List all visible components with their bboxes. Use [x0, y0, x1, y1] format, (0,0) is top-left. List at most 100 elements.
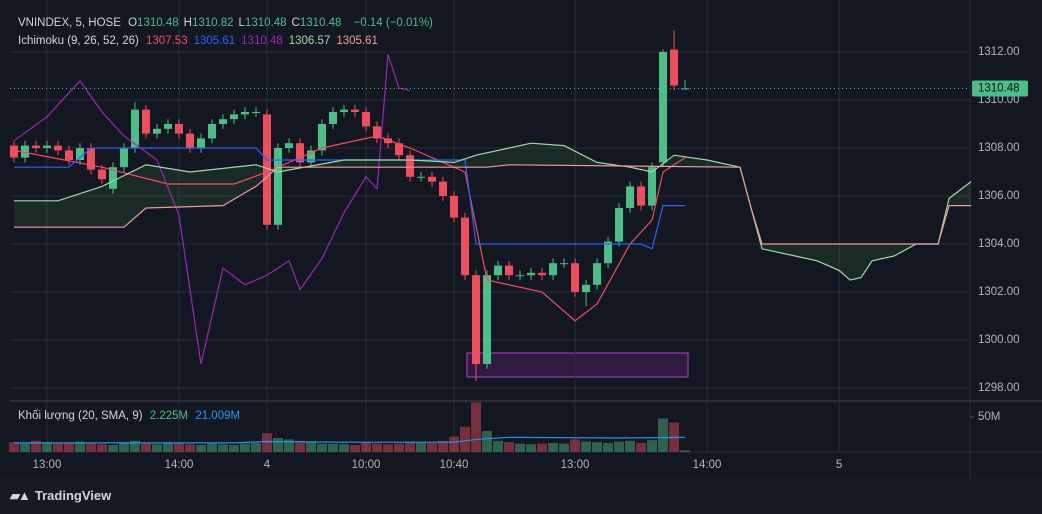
volume-bar	[504, 442, 515, 452]
volume-bar	[306, 442, 317, 452]
candle-body	[615, 208, 624, 242]
indicator-line	[13, 135, 686, 322]
candle-body	[428, 176, 437, 182]
indicator-value: 1307.53	[146, 35, 188, 47]
volume-bar	[482, 431, 493, 452]
candle-body	[42, 145, 51, 148]
volume-bar	[173, 443, 184, 452]
candle-body	[351, 109, 360, 112]
candle-body	[604, 241, 613, 264]
ohlc-label: O	[128, 17, 138, 29]
candle-body	[626, 186, 635, 208]
candle-body	[659, 52, 668, 163]
volume-bar	[427, 442, 438, 452]
indicator-line	[13, 147, 686, 250]
candle-body	[571, 263, 580, 292]
candle-body	[472, 275, 481, 364]
ohlc-label: H	[183, 17, 192, 29]
indicator-values: 1307.53 1305.61 1310.48 1306.57 1305.61	[146, 35, 384, 47]
candle-body	[560, 263, 569, 265]
candle-body	[31, 145, 40, 148]
volume-bar	[140, 443, 151, 452]
candle-body	[251, 112, 260, 113]
last-price-label: 1310.48	[978, 83, 1020, 95]
volume-bar	[250, 442, 261, 452]
candle-body	[395, 143, 404, 156]
ohlc-value: 1310.48	[137, 17, 179, 29]
candle-body	[340, 109, 349, 112]
candle-body	[218, 119, 227, 124]
candle-body	[285, 143, 294, 148]
y-tick-label: 1298.00	[978, 382, 1020, 394]
candle-body	[439, 181, 448, 196]
volume-bar	[625, 440, 636, 452]
symbol: VNINDEX, 5, HOSE	[18, 17, 121, 29]
candle-body	[406, 155, 415, 177]
ohlc-value: 1310.48	[244, 17, 287, 29]
volume-bar	[493, 440, 504, 452]
candle-body	[273, 148, 282, 225]
candle-body	[64, 150, 73, 160]
y-tick-label: 1308.00	[978, 142, 1020, 154]
volume-bar	[41, 442, 52, 452]
volume-bar	[614, 441, 625, 452]
annotation-box	[466, 352, 689, 378]
footer	[0, 478, 1042, 514]
volume-bar	[350, 445, 361, 452]
volume-bar	[8, 442, 19, 452]
candle-body	[549, 263, 558, 276]
candle-body	[296, 143, 305, 163]
volume-bar	[438, 440, 449, 452]
candle-body	[130, 109, 139, 148]
volume-bar	[339, 444, 350, 452]
volume-bar	[206, 443, 217, 452]
brand-name: TradingView	[34, 488, 112, 503]
volume-value: 2.225M	[149, 410, 189, 422]
volume-title: Khối lượng (20, SMA, 9)	[18, 410, 143, 422]
candle-body	[516, 275, 525, 277]
candle-body	[483, 275, 492, 364]
volume-bar	[372, 443, 383, 452]
candle-body	[20, 145, 29, 158]
volume-bar	[74, 441, 85, 452]
candle-body	[207, 124, 216, 139]
volume-bar	[228, 445, 239, 452]
candle-body	[527, 272, 536, 276]
volume-bar	[317, 443, 328, 452]
x-tick-label: 13:00	[33, 459, 62, 471]
candle-body	[329, 112, 338, 124]
volume-bar	[85, 443, 96, 452]
x-tick-label: 14:00	[693, 459, 722, 471]
x-tick-label: 10:00	[352, 459, 381, 471]
volume-bar	[592, 442, 603, 452]
volume-bar	[151, 444, 162, 452]
volume-bar	[548, 442, 559, 452]
volume-bar	[515, 443, 526, 452]
candle-body	[505, 265, 514, 276]
volume-bar	[559, 443, 570, 452]
volume-bar	[96, 444, 107, 452]
candle-body	[681, 88, 690, 90]
last-price-box	[972, 80, 1028, 97]
change: −0.14 (−0.01%)	[353, 17, 433, 29]
brand: ▰▲ TradingView	[10, 488, 111, 504]
candle-body	[417, 176, 426, 178]
candle-body	[141, 109, 150, 134]
volume-bar	[537, 443, 548, 452]
volume-bar	[52, 443, 63, 452]
indicator-name: Ichimoku (9, 26, 52, 26)	[18, 35, 139, 47]
volume-bar	[195, 445, 206, 452]
ohlc-value: 1310.82	[191, 17, 234, 29]
x-tick-label: 14:00	[165, 459, 194, 471]
indicator-value: 1305.61	[336, 35, 378, 47]
candle-body	[97, 169, 106, 180]
indicator-value: 1306.57	[288, 35, 331, 47]
candle-body	[450, 196, 459, 218]
candle-body	[240, 112, 249, 115]
volume-bar	[416, 442, 427, 452]
volume-bar	[361, 442, 372, 452]
price-legend: VNINDEX, 5, HOSE O1310.48 H1310.82 L1310.4…	[18, 17, 437, 29]
volume-bar	[570, 439, 581, 452]
volume-bar	[394, 443, 405, 452]
candle-body	[593, 263, 602, 285]
